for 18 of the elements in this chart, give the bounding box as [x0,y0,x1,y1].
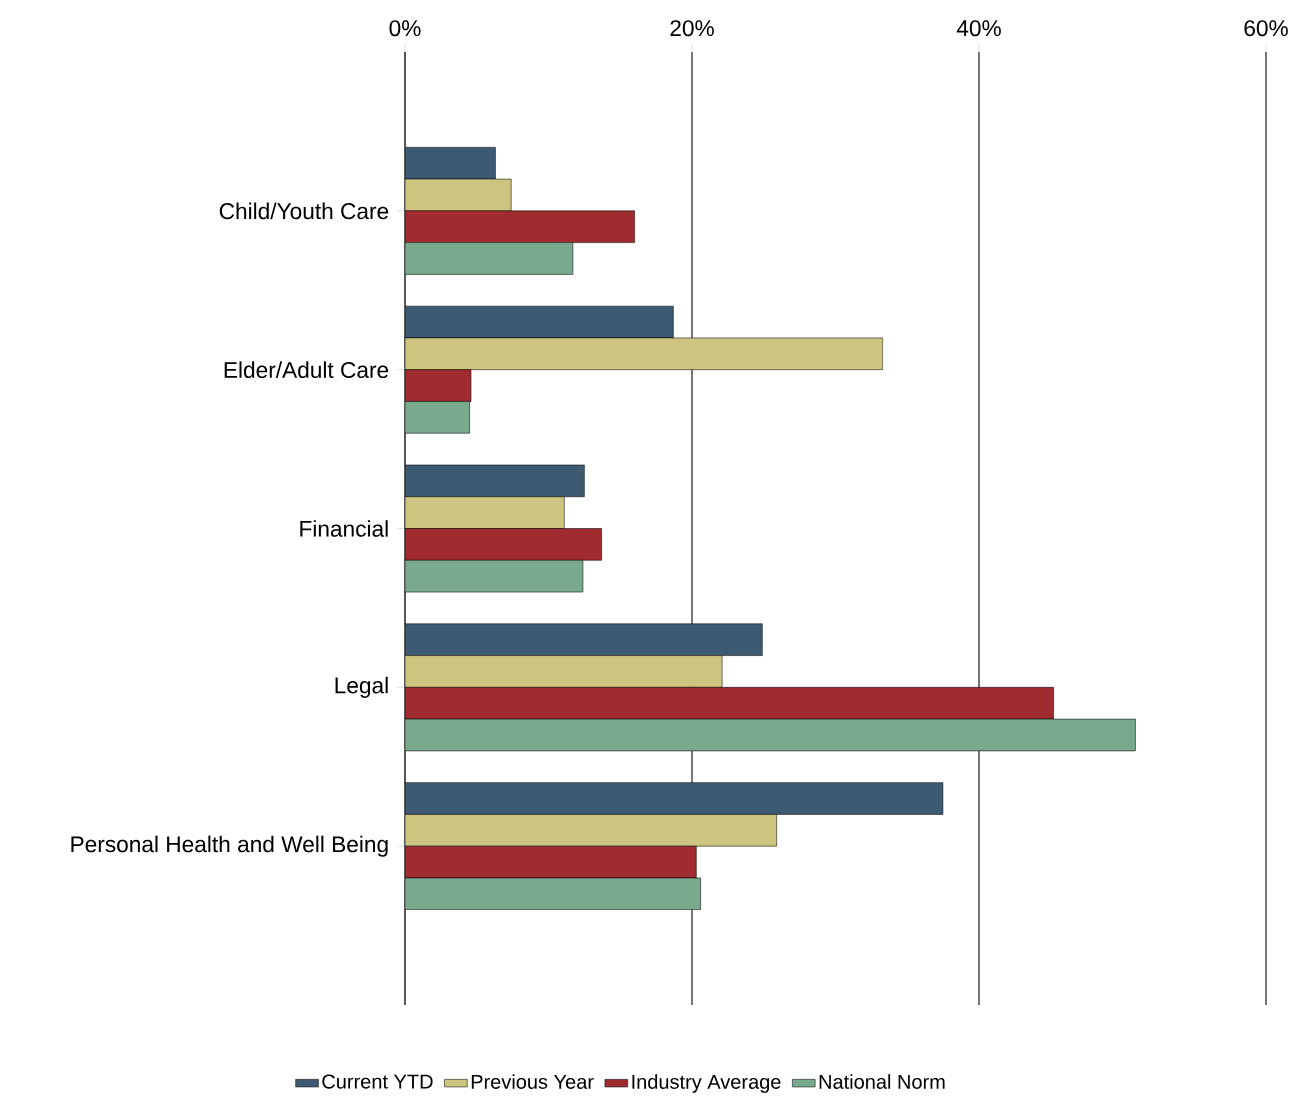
legend-label: National Norm [819,1074,945,1089]
x-tick-label: 60% [1244,20,1288,37]
bar [405,147,496,180]
y-tick-label: Child/Youth Care [219,202,389,220]
legend-label: Current YTD [322,1074,433,1089]
y-tick-label: Financial [300,520,388,537]
bar [405,464,585,498]
legend-label: Industry Average [632,1074,781,1093]
legend-label: Previous Year [471,1074,594,1089]
x-tick-label: 40% [956,20,1001,37]
x-tick-label: 0% [389,20,421,37]
y-tick-label: Elder/Adult Care [224,361,389,379]
x-tick-label: 20% [670,20,714,37]
bar [405,305,674,339]
bar [405,782,944,815]
bar [405,623,763,656]
y-tick-label: Personal Health and Well Being [71,835,388,857]
y-tick-label: Legal [335,676,388,698]
